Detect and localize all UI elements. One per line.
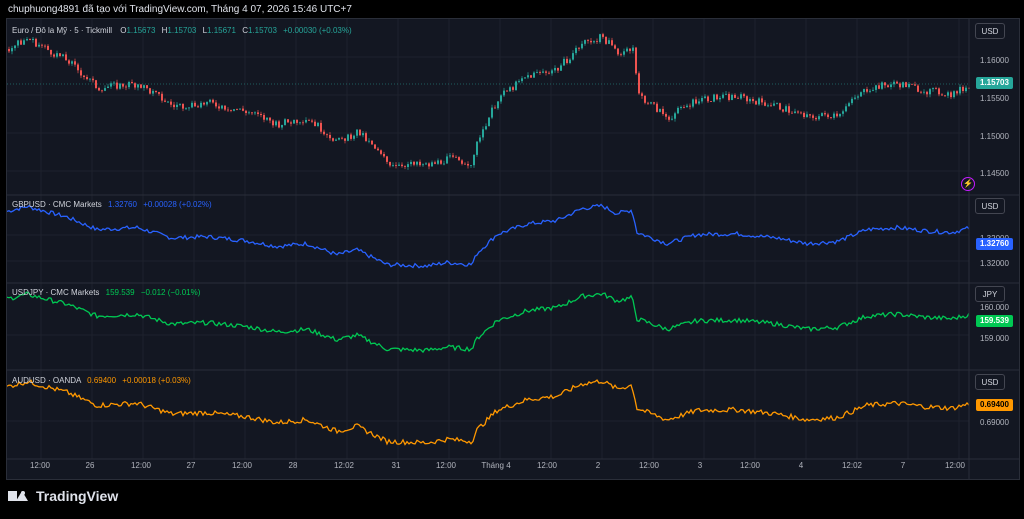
- audusd-last-price-tag: 0.69400: [976, 399, 1013, 411]
- chart-canvas[interactable]: [7, 19, 1019, 479]
- audusd-change: +0.00018 (+0.03%): [122, 376, 191, 385]
- low-label: L: [202, 26, 208, 35]
- gbpusd-currency-selector[interactable]: USD: [975, 198, 1005, 214]
- gbpusd-legend[interactable]: GBPUSD · CMC Markets 1.32760 +0.00028 (+…: [12, 200, 212, 209]
- time-axis-label: 4: [798, 461, 804, 470]
- audusd-value: 0.69400: [87, 376, 117, 385]
- usdjpy-tick: 159.000: [980, 334, 1009, 343]
- open-label: O: [120, 26, 127, 35]
- gbpusd-line: [7, 203, 970, 269]
- gbpusd-title[interactable]: GBPUSD · CMC Markets: [12, 200, 102, 209]
- time-axis-label: 28: [288, 461, 298, 470]
- lightning-icon[interactable]: ⚡: [961, 177, 975, 191]
- time-axis-label: 12:00: [944, 461, 966, 470]
- usdjpy-title[interactable]: USDJPY · CMC Markets: [12, 288, 100, 297]
- audusd-currency-selector[interactable]: USD: [975, 374, 1005, 390]
- time-axis-label: 31: [391, 461, 401, 470]
- usdjpy-tick: 160.000: [980, 303, 1009, 312]
- usdjpy-legend[interactable]: USDJPY · CMC Markets 159.539 −0.012 (−0.…: [12, 288, 200, 297]
- time-axis-label: 3: [697, 461, 703, 470]
- time-axis-label: 12:00: [739, 461, 761, 470]
- eurusd-tick: 1.15500: [980, 94, 1009, 103]
- eurusd-tick: 1.14500: [980, 169, 1009, 178]
- usdjpy-value: 159.539: [105, 288, 135, 297]
- tradingview-logo-icon: [8, 489, 30, 503]
- time-axis-label: 27: [186, 461, 196, 470]
- watermark-header: chuphuong4891 đã tạo với TradingView.com…: [8, 4, 352, 15]
- low-value: 1.15671: [207, 26, 236, 35]
- usdjpy-change: −0.012 (−0.01%): [140, 288, 201, 297]
- eurusd-title[interactable]: Euro / Đô la Mỹ · 5 · Tickmill: [12, 26, 113, 35]
- brand-name: TradingView: [36, 488, 119, 504]
- open-value: 1.15673: [126, 26, 156, 35]
- audusd-legend[interactable]: AUDUSD · OANDA 0.69400 +0.00018 (+0.03%): [12, 376, 191, 385]
- chart-area[interactable]: [6, 18, 1020, 480]
- eurusd-last-price-tag: 1.15703: [976, 77, 1013, 89]
- time-axis-label: 12:00: [29, 461, 51, 470]
- time-axis-label: 12:02: [841, 461, 863, 470]
- pane-dividers: [7, 19, 1019, 479]
- eurusd-change: +0.00030 (+0.03%): [283, 26, 352, 35]
- gbpusd-value: 1.32760: [108, 200, 137, 209]
- time-axis-label: 12:00: [130, 461, 152, 470]
- usdjpy-line: [7, 291, 970, 354]
- audusd-title[interactable]: AUDUSD · OANDA: [12, 376, 81, 385]
- close-label: C: [242, 26, 248, 35]
- high-label: H: [161, 26, 168, 35]
- time-axis-label: 26: [85, 461, 95, 470]
- eurusd-candles: [8, 32, 970, 170]
- eurusd-tick: 1.15000: [980, 132, 1009, 141]
- eurusd-legend[interactable]: Euro / Đô la Mỹ · 5 · Tickmill O1.15673 …: [12, 26, 352, 35]
- tradingview-footer: TradingView: [8, 488, 118, 504]
- audusd-tick: 0.69000: [980, 418, 1009, 427]
- gbpusd-last-price-tag: 1.32760: [976, 238, 1013, 250]
- grid-lines: [7, 19, 969, 459]
- time-axis-label: 12:00: [638, 461, 660, 470]
- eurusd-tick: 1.16000: [980, 56, 1009, 65]
- audusd-line: [7, 379, 970, 446]
- close-value: 1.15703: [247, 26, 277, 35]
- time-axis-label: Tháng 4: [481, 461, 511, 470]
- gbpusd-change: +0.00028 (+0.02%): [143, 200, 212, 209]
- time-axis-label: 7: [900, 461, 906, 470]
- time-axis-label: 12:02: [333, 461, 355, 470]
- high-value: 1.15703: [167, 26, 197, 35]
- time-axis-label: 12:00: [536, 461, 558, 470]
- time-axis-label: 12:00: [231, 461, 253, 470]
- eurusd-currency-selector[interactable]: USD: [975, 23, 1005, 39]
- gbpusd-tick: 1.32000: [980, 259, 1009, 268]
- usdjpy-currency-selector[interactable]: JPY: [975, 286, 1005, 302]
- usdjpy-last-price-tag: 159.539: [976, 315, 1013, 327]
- time-axis-label: 12:00: [435, 461, 457, 470]
- time-axis-label: 2: [595, 461, 601, 470]
